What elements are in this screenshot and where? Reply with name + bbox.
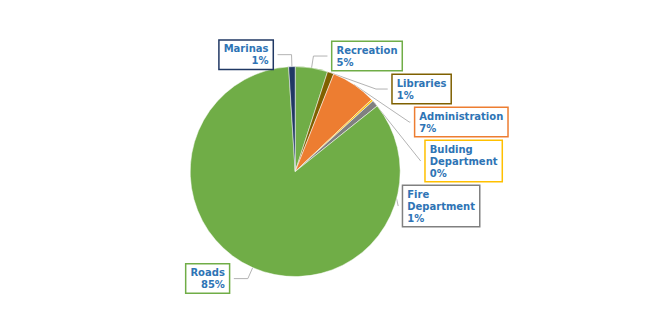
svg-text:Fire: Fire (407, 189, 429, 200)
svg-text:Recreation: Recreation (336, 45, 397, 56)
svg-text:5%: 5% (336, 57, 353, 68)
svg-text:Department: Department (430, 156, 498, 167)
svg-text:Administration: Administration (419, 111, 503, 122)
svg-text:1%: 1% (252, 55, 269, 66)
svg-text:1%: 1% (407, 213, 424, 224)
svg-text:Department: Department (407, 201, 475, 212)
svg-text:85%: 85% (201, 279, 225, 290)
svg-text:0%: 0% (430, 168, 447, 179)
svg-text:1%: 1% (397, 90, 414, 101)
svg-text:Roads: Roads (190, 267, 224, 278)
svg-text:7%: 7% (419, 123, 436, 134)
svg-text:Libraries: Libraries (397, 78, 447, 89)
svg-text:Marinas: Marinas (224, 43, 269, 54)
svg-text:Bulding: Bulding (430, 144, 473, 155)
